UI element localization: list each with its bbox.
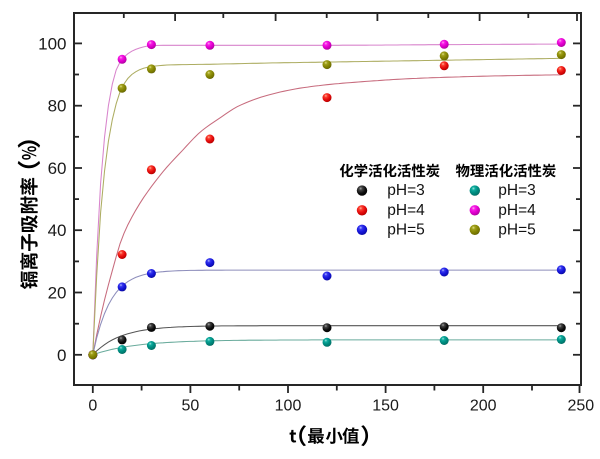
- svg-text:pH=5: pH=5: [498, 221, 536, 238]
- svg-text:150: 150: [372, 398, 399, 415]
- svg-text:250: 250: [567, 398, 594, 415]
- svg-text:pH=3: pH=3: [498, 182, 536, 199]
- svg-text:40: 40: [48, 221, 67, 240]
- svg-text:80: 80: [48, 97, 67, 116]
- svg-text:0: 0: [57, 346, 66, 365]
- svg-text:20: 20: [48, 284, 67, 303]
- svg-text:pH=3: pH=3: [387, 182, 425, 199]
- svg-text:pH=4: pH=4: [498, 202, 536, 219]
- svg-text:60: 60: [48, 159, 67, 178]
- svg-text:0: 0: [88, 398, 97, 415]
- svg-text:100: 100: [275, 398, 302, 415]
- svg-text:50: 50: [182, 398, 200, 415]
- svg-text:pH=5: pH=5: [387, 221, 425, 238]
- svg-text:100: 100: [38, 34, 66, 53]
- svg-text:pH=4: pH=4: [387, 202, 425, 219]
- svg-text:200: 200: [470, 398, 497, 415]
